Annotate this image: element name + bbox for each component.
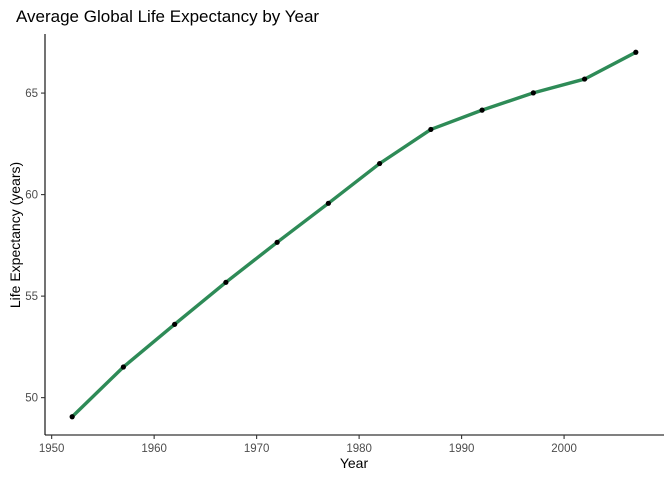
data-point	[325, 200, 331, 206]
x-tick-label: 1990	[449, 443, 475, 455]
data-point	[69, 414, 75, 420]
x-axis-label: Year	[340, 455, 369, 471]
y-axis-label: Life Expectancy (years)	[7, 162, 23, 308]
x-tick-label: 2000	[551, 443, 577, 455]
series-line	[70, 50, 637, 418]
x-tick-label: 1980	[346, 443, 372, 455]
y-tick-label: 55	[25, 291, 38, 303]
y-tick-label: 65	[25, 88, 38, 100]
data-point	[530, 90, 536, 96]
data-point	[479, 107, 485, 113]
data-point	[172, 321, 178, 327]
x-axis-ticks: 1950 1960 1970 1980 1990 2000	[39, 435, 577, 455]
series-lines	[70, 50, 637, 418]
data-point	[633, 49, 639, 55]
data-point	[223, 279, 229, 285]
x-tick-label: 1960	[141, 443, 167, 455]
y-axis-ticks: 50 55 60 65	[25, 88, 45, 405]
data-point	[581, 76, 588, 82]
y-tick-label: 60	[25, 190, 38, 202]
y-tick-label: 50	[25, 393, 38, 405]
data-point	[377, 160, 383, 167]
x-tick-label: 1970	[244, 443, 270, 455]
chart-title: Average Global Life Expectancy by Year	[16, 7, 319, 26]
data-point	[428, 126, 434, 133]
data-point	[274, 239, 280, 245]
x-tick-label: 1950	[39, 443, 65, 455]
series-points	[69, 49, 639, 420]
data-point	[120, 364, 126, 370]
